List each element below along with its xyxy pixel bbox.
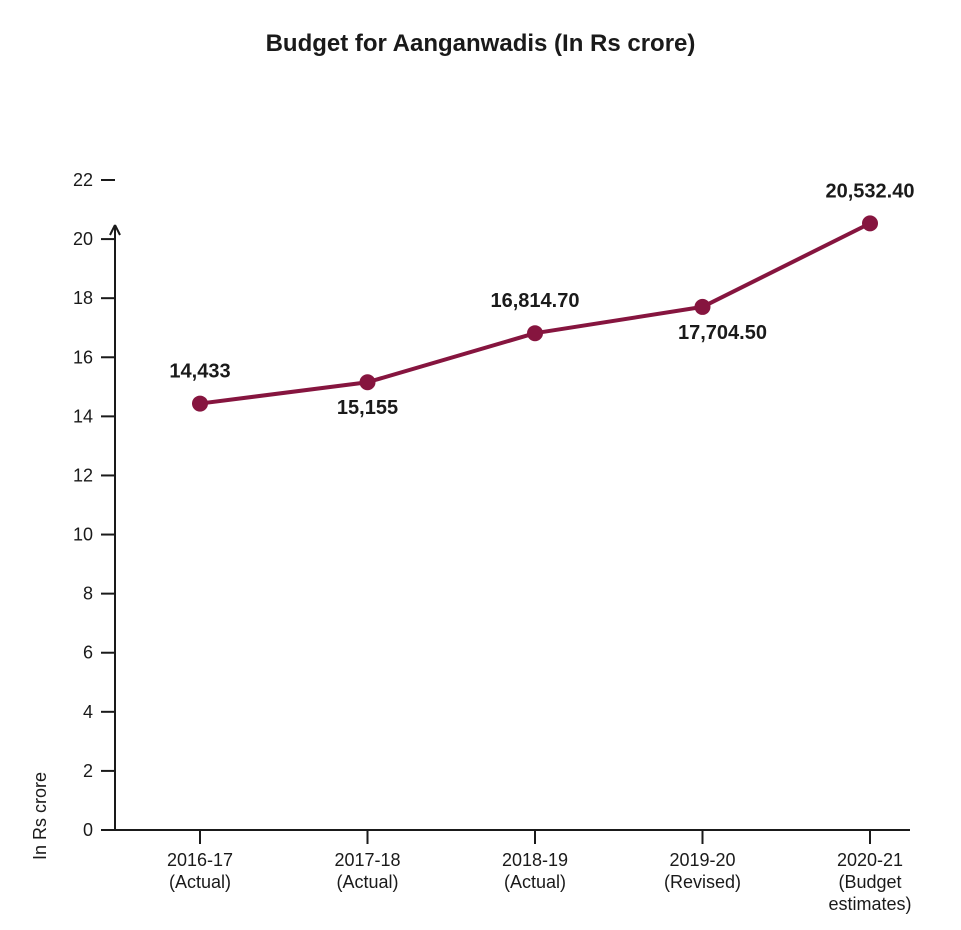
series-line	[200, 223, 870, 403]
x-tick-label-line1: 2017-18	[334, 850, 400, 870]
x-tick-label-line1: 2018-19	[502, 850, 568, 870]
data-label: 14,433	[169, 361, 230, 383]
y-tick-label: 14	[73, 406, 93, 426]
x-tick-label-line2: (Actual)	[336, 872, 398, 892]
y-tick-label: 22	[73, 170, 93, 190]
y-tick-label: 8	[83, 584, 93, 604]
x-tick-label-line1: 2016-17	[167, 850, 233, 870]
x-tick-label-line2: (Actual)	[169, 872, 231, 892]
y-tick-label: 2	[83, 761, 93, 781]
data-marker	[360, 374, 376, 390]
data-label: 16,814.70	[491, 290, 580, 312]
y-tick-label: 6	[83, 643, 93, 663]
y-tick-label: 18	[73, 288, 93, 308]
data-label: 15,155	[337, 397, 398, 419]
y-tick-label: 0	[83, 820, 93, 840]
data-marker	[527, 325, 543, 341]
data-marker	[695, 299, 711, 315]
x-tick-label-line2: (Budget	[838, 872, 901, 892]
x-tick-label-line1: 2020-21	[837, 850, 903, 870]
data-label: 17,704.50	[678, 322, 767, 344]
y-tick-label: 20	[73, 229, 93, 249]
data-marker	[192, 396, 208, 412]
x-tick-label-line3: estimates)	[828, 894, 911, 914]
chart-svg: 02468101214161820222016-17(Actual)2017-1…	[0, 0, 961, 930]
x-tick-label-line2: (Actual)	[504, 872, 566, 892]
y-tick-label: 4	[83, 702, 93, 722]
y-tick-label: 10	[73, 525, 93, 545]
chart-container: Budget for Aanganwadis (In Rs crore) In …	[0, 0, 961, 930]
data-label: 20,532.40	[826, 180, 915, 202]
data-marker	[862, 215, 878, 231]
x-tick-label-line1: 2019-20	[669, 850, 735, 870]
y-tick-label: 16	[73, 347, 93, 367]
x-tick-label-line2: (Revised)	[664, 872, 741, 892]
y-tick-label: 12	[73, 465, 93, 485]
